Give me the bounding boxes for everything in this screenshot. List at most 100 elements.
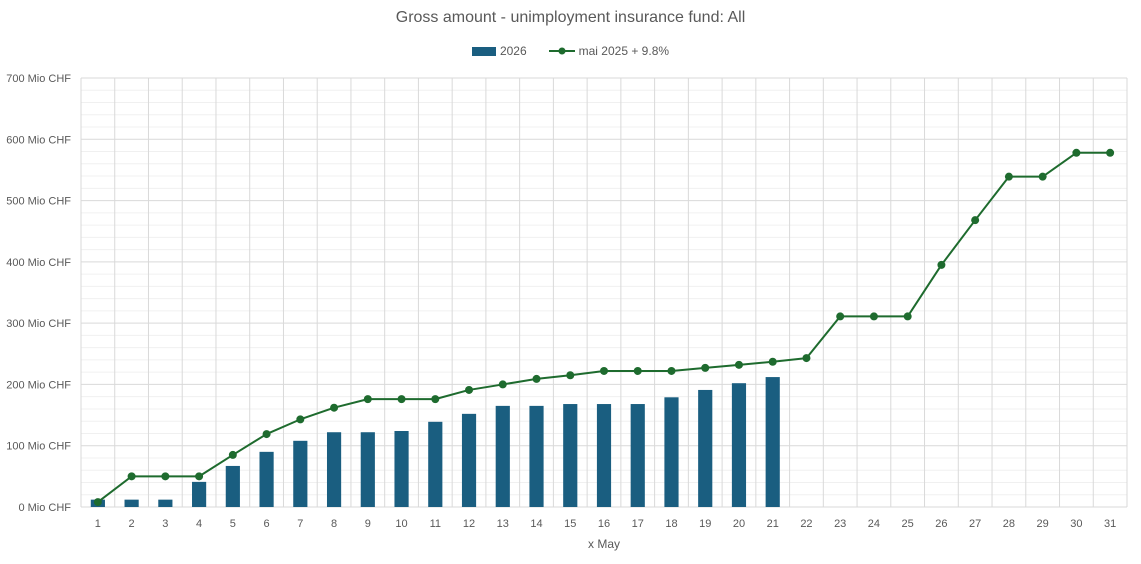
- line-point: [228, 450, 237, 459]
- bar: [225, 465, 240, 507]
- legend-swatch-line: [548, 47, 575, 55]
- x-axis-title: x May: [588, 537, 620, 551]
- x-tick-label: 20: [733, 518, 745, 530]
- bar: [664, 397, 679, 507]
- x-tick-label: 3: [162, 518, 168, 530]
- x-tick-label: 22: [800, 518, 812, 530]
- line-point: [127, 472, 136, 481]
- bar: [192, 481, 207, 507]
- x-tick-label: 30: [1070, 518, 1082, 530]
- y-tick-label: 400 Mio CHF: [6, 257, 71, 269]
- line-point: [1106, 148, 1115, 157]
- x-tick-label: 17: [632, 518, 644, 530]
- x-tick-label: 15: [564, 518, 576, 530]
- x-tick-label: 25: [902, 518, 914, 530]
- y-tick-label: 500 Mio CHF: [6, 196, 71, 208]
- y-tick-label: 700 Mio CHF: [6, 73, 71, 85]
- bar: [529, 405, 544, 507]
- line-point: [397, 395, 406, 404]
- line-point: [836, 312, 845, 321]
- x-tick-label: 18: [665, 518, 677, 530]
- line-point: [600, 366, 608, 375]
- line-point: [465, 385, 474, 394]
- gridlines: [80, 77, 1128, 508]
- x-tick-label: 19: [699, 518, 711, 530]
- line-point: [971, 216, 980, 225]
- x-tick-label: 13: [497, 518, 509, 530]
- line-point: [498, 380, 507, 389]
- x-tick-label: 9: [365, 518, 371, 530]
- x-tick-label: 31: [1104, 518, 1116, 530]
- x-tick-label: 12: [463, 518, 475, 530]
- bar-series: [90, 377, 780, 507]
- line-point: [363, 395, 372, 404]
- x-tick-label: 27: [969, 518, 981, 530]
- x-tick-label: 21: [767, 518, 779, 530]
- bar: [698, 389, 713, 507]
- x-tick-label: 14: [530, 518, 542, 530]
- line-point: [93, 498, 102, 507]
- x-tick-label: 29: [1037, 518, 1049, 530]
- line-series: [93, 148, 1115, 507]
- bar: [326, 432, 342, 507]
- bar: [360, 432, 375, 507]
- bar: [124, 499, 139, 507]
- line-point: [903, 312, 912, 321]
- bar: [765, 377, 780, 507]
- x-tick-label: 1: [95, 518, 101, 530]
- y-tick-label: 300 Mio CHF: [6, 318, 71, 330]
- line-point: [330, 403, 339, 412]
- line-point: [262, 430, 271, 439]
- x-axis: 1 2 3 4 5 6 7 8 9 10 11 12 13 14 15 16 17 18 19 20 21 22 23 24 2…: [95, 518, 1116, 530]
- line-point: [195, 472, 204, 481]
- bar: [293, 440, 308, 507]
- legend: 2026 mai 2025 + 9.8%: [0, 44, 1141, 58]
- x-tick-label: 7: [297, 518, 303, 530]
- line-point: [532, 374, 541, 383]
- line-point: [701, 363, 710, 372]
- bar: [563, 404, 578, 507]
- bar: [495, 405, 510, 507]
- x-tick-label: 28: [1003, 518, 1015, 530]
- y-tick-label: 0 Mio CHF: [18, 502, 71, 514]
- x-tick-label: 4: [196, 518, 202, 530]
- x-tick-label: 6: [264, 518, 270, 530]
- line-point: [296, 415, 305, 424]
- legend-label-bar: 2026: [499, 44, 527, 58]
- x-tick-label: 26: [935, 518, 947, 530]
- y-tick-label: 600 Mio CHF: [6, 134, 71, 146]
- x-tick-label: 5: [230, 518, 236, 530]
- bar: [630, 404, 645, 507]
- x-tick-label: 8: [331, 518, 337, 530]
- line-point: [1004, 172, 1013, 181]
- bar: [259, 451, 274, 507]
- line-point: [1038, 172, 1047, 181]
- x-tick-label: 24: [868, 518, 880, 530]
- line-point: [937, 260, 946, 269]
- bar: [158, 499, 173, 507]
- x-tick-label: 16: [598, 518, 610, 530]
- bar: [596, 404, 612, 507]
- line-point: [667, 366, 676, 375]
- line-point: [161, 472, 170, 481]
- line-point: [431, 395, 440, 404]
- x-tick-label: 10: [395, 518, 407, 530]
- x-tick-label: 23: [834, 518, 846, 530]
- line-point: [869, 312, 878, 321]
- legend-item-line: mai 2025 + 9.8%: [548, 44, 670, 58]
- line-point: [734, 360, 743, 369]
- legend-label-line: mai 2025 + 9.8%: [578, 44, 670, 58]
- bar: [461, 413, 477, 507]
- line-point: [802, 354, 811, 363]
- bar: [428, 421, 443, 507]
- line-point: [633, 366, 642, 375]
- legend-item-bar: 2026: [471, 44, 527, 58]
- chart-title: Gross amount - unimployment insurance fu…: [395, 9, 746, 26]
- bar: [731, 383, 747, 507]
- legend-swatch-bar: [471, 46, 496, 56]
- y-tick-label: 200 Mio CHF: [6, 379, 71, 391]
- y-tick-label: 100 Mio CHF: [6, 441, 71, 453]
- y-axis: 0 Mio CHF 100 Mio CHF 200 Mio CHF 300 Mio C…: [6, 73, 71, 514]
